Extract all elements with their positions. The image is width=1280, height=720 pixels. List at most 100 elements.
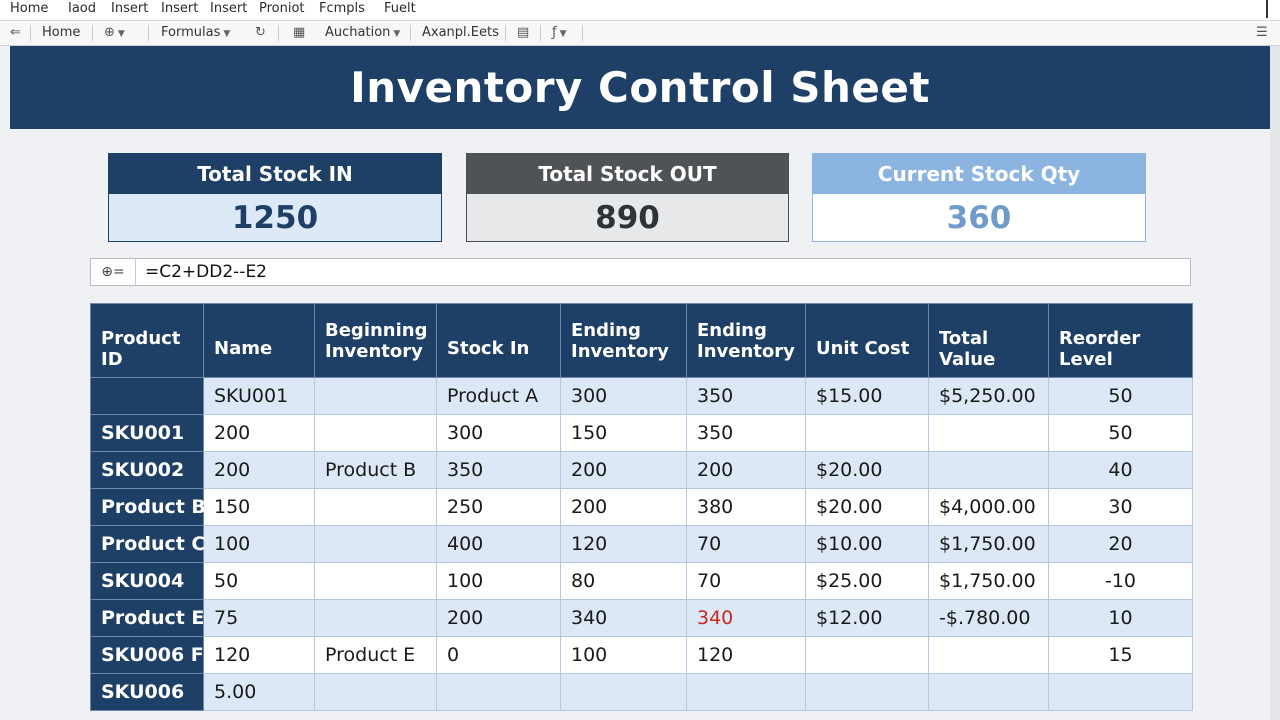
menu-fuelt[interactable]: Fuelt [384,1,416,16]
refresh-icon[interactable]: ↻ [255,25,266,40]
table-cell[interactable]: 150 [203,488,315,526]
table-cell[interactable]: 15 [1048,636,1193,674]
formula-input[interactable]: =C2+DD2--E2 [145,262,267,282]
toolbar-formulas-button[interactable]: Formulas ▼ [161,25,231,40]
table-cell[interactable]: 30 [1048,488,1193,526]
column-header[interactable]: Name [203,303,315,378]
table-cell[interactable]: SKU001 [203,377,315,415]
formula-icon[interactable]: ⊕= [91,259,136,285]
table-cell[interactable] [805,673,929,711]
row-header-cell[interactable] [90,377,204,415]
table-cell[interactable] [314,377,437,415]
table-cell[interactable]: $5,250.00 [928,377,1049,415]
table-cell[interactable] [314,525,437,563]
table-cell[interactable] [560,673,687,711]
table-cell[interactable]: -$.780.00 [928,599,1049,637]
table-cell[interactable]: 350 [686,414,806,452]
table-cell[interactable]: 100 [560,636,687,674]
table-cell[interactable]: Product B [314,451,437,489]
table-cell[interactable]: 340 [686,599,806,637]
toolbar-home-button[interactable]: Home [42,25,81,40]
column-header[interactable]: Beginning Inventory [314,303,437,378]
table-cell[interactable]: 200 [560,488,687,526]
table-cell[interactable]: 10 [1048,599,1193,637]
table-cell[interactable]: 200 [203,451,315,489]
table-cell[interactable]: 150 [560,414,687,452]
table-cell[interactable]: $10.00 [805,525,929,563]
table-cell[interactable]: 200 [203,414,315,452]
table-cell[interactable]: 300 [560,377,687,415]
table-cell[interactable]: $25.00 [805,562,929,600]
table-cell[interactable]: 80 [560,562,687,600]
table-icon[interactable]: ▦ [293,25,306,40]
row-header-cell[interactable]: SKU001 [90,414,204,452]
table-cell[interactable] [436,673,561,711]
table-cell[interactable]: 50 [203,562,315,600]
table-cell[interactable]: 120 [203,636,315,674]
column-header[interactable]: Unit Cost [805,303,929,378]
column-header[interactable]: Total Value [928,303,1049,378]
column-header[interactable]: Ending Inventory [560,303,687,378]
table-cell[interactable]: $15.00 [805,377,929,415]
table-cell[interactable] [928,673,1049,711]
column-header[interactable]: Product ID [90,303,204,378]
row-header-cell[interactable]: Product E [90,599,204,637]
table-cell[interactable]: 100 [203,525,315,563]
row-header-cell[interactable]: Product B [90,488,206,526]
table-cell[interactable]: 300 [436,414,561,452]
table-cell[interactable]: $20.00 [805,451,929,489]
table-cell[interactable]: 350 [436,451,561,489]
row-header-cell[interactable]: SKU006 F [90,636,204,674]
table-cell[interactable]: 100 [436,562,561,600]
menu-insert-2[interactable]: Insert [161,1,199,16]
table-cell[interactable] [928,451,1049,489]
table-cell[interactable]: 5.00 [203,673,315,711]
toolbar-example-button[interactable]: Axanpl.Eets [422,25,499,40]
menu-insert-3[interactable]: Insert [210,1,248,16]
table-cell[interactable]: 120 [560,525,687,563]
table-cell[interactable]: $1,750.00 [928,525,1049,563]
table-cell[interactable]: 70 [686,525,806,563]
table-cell[interactable]: 400 [436,525,561,563]
toolbar-auchation-button[interactable]: Auchation ▼ [325,25,401,40]
table-cell[interactable] [314,673,437,711]
table-cell[interactable]: 70 [686,562,806,600]
table-cell[interactable]: Product A [436,377,561,415]
table-cell[interactable]: 50 [1048,414,1193,452]
table-cell[interactable]: 0 [436,636,561,674]
menu-load[interactable]: Iaod [68,1,97,16]
column-header[interactable]: Ending Inventory [686,303,806,378]
table-cell[interactable] [314,599,437,637]
table-cell[interactable]: $20.00 [805,488,929,526]
table-cell[interactable]: 50 [1048,377,1193,415]
table-cell[interactable]: $1,750.00 [928,562,1049,600]
table-cell[interactable]: 40 [1048,451,1193,489]
table-cell[interactable]: 20 [1048,525,1193,563]
table-cell[interactable]: 250 [436,488,561,526]
menu-formulas[interactable]: Fcmpls [319,1,365,16]
table-cell[interactable]: $4,000.00 [928,488,1049,526]
document-icon[interactable]: ▤ [517,25,530,40]
table-cell[interactable]: 340 [560,599,687,637]
formula-bar[interactable]: ⊕= =C2+DD2--E2 [90,258,1191,286]
table-cell[interactable]: -10 [1048,562,1193,600]
table-cell[interactable] [805,636,929,674]
menu-insert-1[interactable]: Insert [111,1,149,16]
menu-project[interactable]: Proniot [259,1,305,16]
table-cell[interactable] [686,673,806,711]
back-icon[interactable]: ⇐ [10,25,21,40]
table-cell[interactable] [314,562,437,600]
column-header[interactable]: Stock In [436,303,561,378]
row-header-cell[interactable]: SKU006 [90,673,204,711]
table-cell[interactable]: 120 [686,636,806,674]
row-header-cell[interactable]: SKU004 [90,562,204,600]
pin-icon[interactable]: ⊕ ▼ [104,25,125,40]
table-cell[interactable] [1048,673,1193,711]
grid-icon[interactable]: ☰ [1256,25,1268,40]
table-cell[interactable] [928,414,1049,452]
table-cell[interactable]: 380 [686,488,806,526]
table-cell[interactable] [314,488,437,526]
function-icon[interactable]: ƒ ▼ [552,25,567,40]
table-cell[interactable] [805,414,929,452]
table-cell[interactable]: 200 [436,599,561,637]
